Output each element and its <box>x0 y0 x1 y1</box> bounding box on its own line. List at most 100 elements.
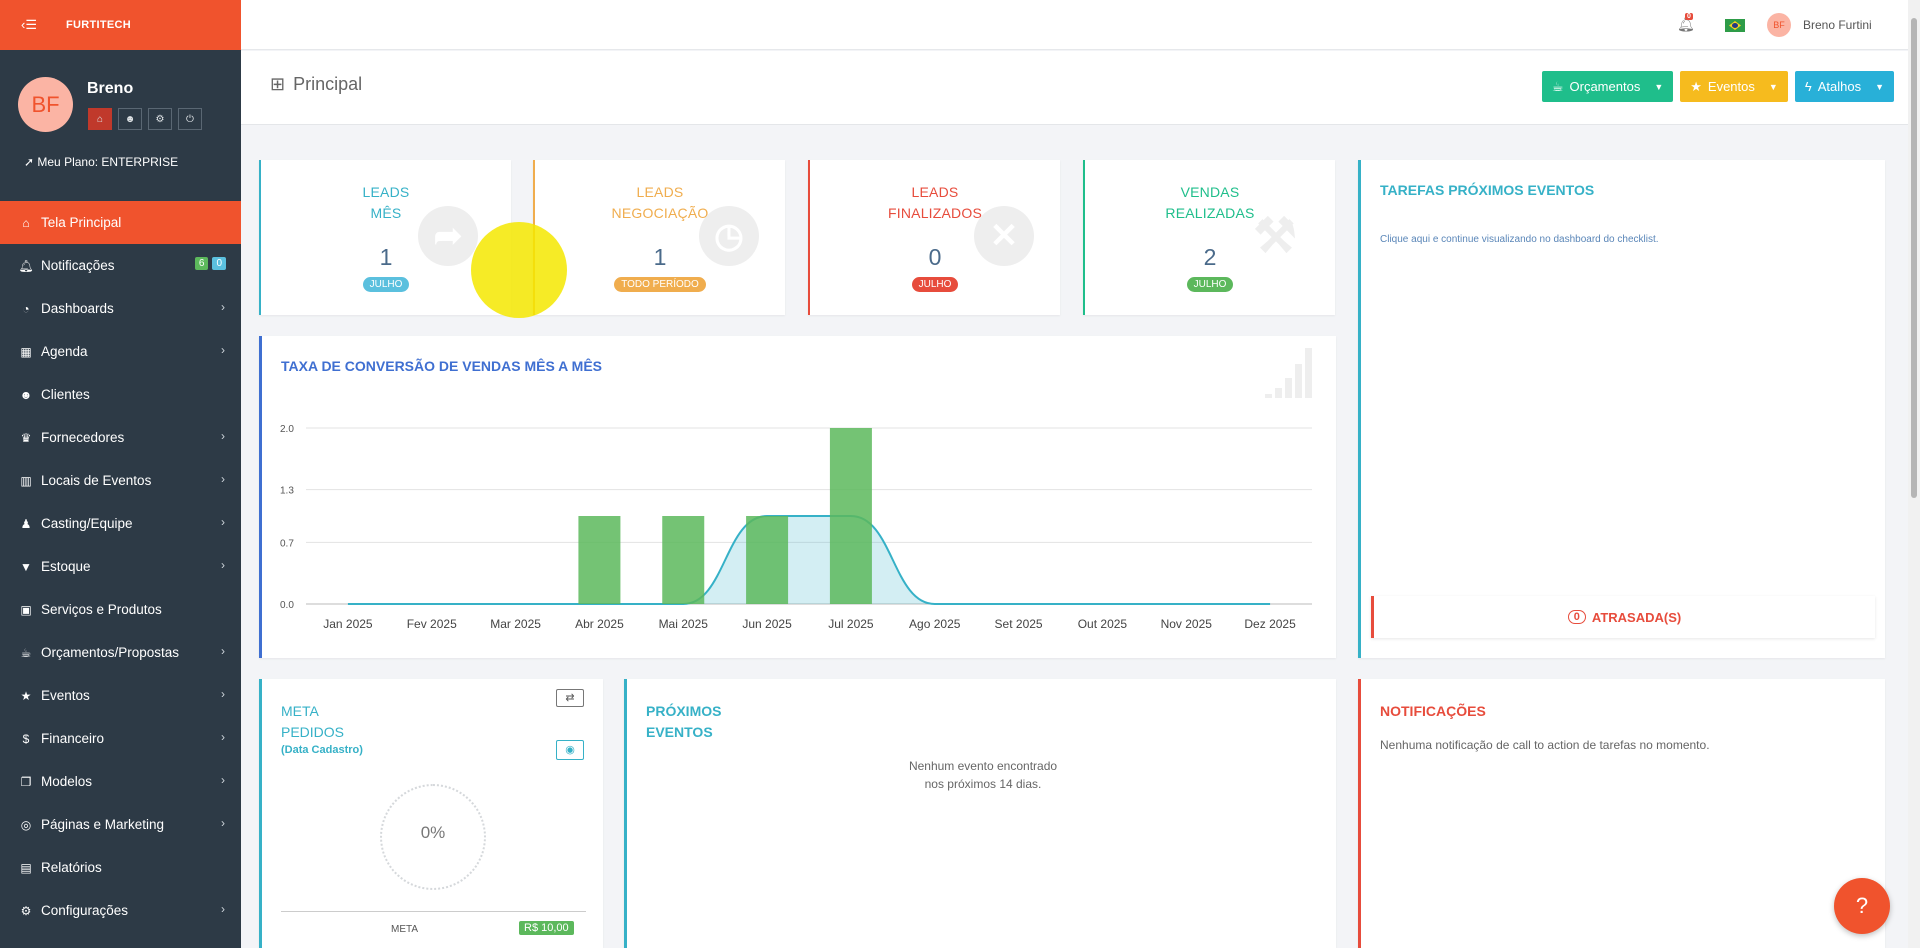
bell-icon[interactable]: 🔔︎ 0 <box>1677 13 1695 32</box>
power-icon[interactable]: ⏻ <box>178 108 202 130</box>
home-icon[interactable]: ⌂ <box>88 108 112 130</box>
late-tasks-box[interactable]: 0 ATRASADA(S) <box>1371 596 1875 638</box>
sidebar-item-label: Agenda <box>41 344 88 359</box>
sidebar-item-relat-rios[interactable]: ▤ Relatórios <box>0 846 241 889</box>
orcamentos-button[interactable]: ☕︎ Orçamentos ▼ <box>1541 71 1674 102</box>
sidebar-menu: ⌂ Tela Principal 🔔︎ Notificações 6 0 ◔ Dashboar… <box>0 201 241 932</box>
upcoming-events-card: PRÓXIMOS EVENTOS Nenhum evento encontrado… <box>624 679 1336 948</box>
sidebar-item-eventos[interactable]: ★ Eventos › <box>0 674 241 717</box>
sidebar-item-configura-es[interactable]: ⚙ Configurações › <box>0 889 241 932</box>
bolt-icon: ϟ <box>1804 79 1812 94</box>
stat-value: 1 <box>379 244 393 270</box>
swap-icon[interactable]: ⇄ <box>556 689 584 707</box>
profile-name: Breno <box>87 80 134 97</box>
caret-down-icon: ▼ <box>1654 81 1664 92</box>
x-tick-label: Out 2025 <box>1078 617 1128 631</box>
sidebar-item-label: Fornecedores <box>41 430 125 445</box>
coffee-icon: ☕︎ <box>20 645 32 660</box>
share-icon: ➦ <box>418 206 478 266</box>
bar <box>662 516 705 604</box>
stat-card-vendas-realizadas[interactable]: ⚒ VENDAS REALIZADAS 2 JULHO <box>1083 160 1335 315</box>
chevron-right-icon: › <box>221 816 225 830</box>
stat-card-leads-negociacao[interactable]: ◷ LEADS NEGOCIAÇÃO 1 TODO PERÍODO <box>533 160 785 315</box>
brand-name: FURTITECH <box>66 19 132 31</box>
sidebar-item-estoque[interactable]: ▼ Estoque › <box>0 545 241 588</box>
sidebar-item-p-ginas-e-marketing[interactable]: ◎ Páginas e Marketing › <box>0 803 241 846</box>
star-icon: ★ <box>20 688 32 703</box>
count-badge: 6 <box>194 257 209 270</box>
chevron-right-icon: › <box>221 558 225 572</box>
y-tick-label: 0.7 <box>280 538 294 549</box>
notifications-title: NOTIFICAÇÕES <box>1380 703 1486 719</box>
copy-icon: ❐ <box>20 774 32 789</box>
meta-label: META <box>391 924 419 935</box>
sidebar-item-agenda[interactable]: ▦ Agenda › <box>0 330 241 373</box>
divider <box>281 911 586 912</box>
x-tick-label: Mar 2025 <box>490 617 541 631</box>
stat-badge: JULHO <box>1186 277 1234 292</box>
sidebar-item-financeiro[interactable]: $ Financeiro › <box>0 717 241 760</box>
chart-title: TAXA DE CONVERSÃO DE VENDAS MÊS A MÊS <box>281 358 603 374</box>
sidebar-item-servi-os-e-produtos[interactable]: ▣ Serviços e Produtos <box>0 588 241 631</box>
scrollbar[interactable] <box>1908 0 1920 948</box>
x-tick-label: Jul 2025 <box>828 617 874 631</box>
help-button[interactable]: ? <box>1834 878 1890 934</box>
notifications-card: NOTIFICAÇÕES Nenhuma notificação de call… <box>1358 679 1885 948</box>
sidebar-item-locais-de-eventos[interactable]: ▥ Locais de Eventos › <box>0 459 241 502</box>
x-tick-label: Ago 2025 <box>909 617 961 631</box>
area-line <box>347 515 1271 606</box>
sidebar-item-modelos[interactable]: ❐ Modelos › <box>0 760 241 803</box>
x-tick-label: Nov 2025 <box>1161 617 1213 631</box>
meta-value: R$ 10,00 <box>519 921 574 935</box>
user-name[interactable]: Breno Furtini <box>1803 18 1872 32</box>
sidebar-item-label: Orçamentos/Propostas <box>41 645 180 660</box>
atalhos-button[interactable]: ϟ Atalhos ▼ <box>1794 71 1894 102</box>
sidebar-item-tela-principal[interactable]: ⌂ Tela Principal <box>0 201 241 244</box>
trophy-icon: ♛ <box>20 430 32 445</box>
sidebar-item-casting-equipe[interactable]: ♟ Casting/Equipe › <box>0 502 241 545</box>
x-tick-label: Jun 2025 <box>742 617 792 631</box>
checklist-link[interactable]: Clique aqui e continue visualizando no d… <box>1380 234 1659 245</box>
sidebar-item-notifica-es[interactable]: 🔔︎ Notificações 6 0 <box>0 244 241 287</box>
gear-icon[interactable]: ⚙ <box>148 108 172 130</box>
conversion-chart: 0.0 0.7 1.3 2.0 Jan 2025 Fev 2025 Mar 2025 Abr … <box>280 424 1312 631</box>
question-icon: ? <box>1855 893 1869 918</box>
y-tick-label: 2.0 <box>280 424 294 435</box>
signal-bars-icon <box>1265 346 1312 398</box>
stat-title: LEADS NEGOCIAÇÃO <box>611 184 709 221</box>
chevron-right-icon: › <box>221 515 225 529</box>
target-icon[interactable]: ◉ <box>556 740 584 760</box>
sidebar-item-clientes[interactable]: ☻ Clientes <box>0 373 241 416</box>
brand-bar: ‹☰ FURTITECH <box>0 0 241 50</box>
sidebar-item-label: Casting/Equipe <box>41 516 133 531</box>
stat-title: VENDAS REALIZADAS <box>1165 184 1255 221</box>
sidebar-item-or-amentos-propostas[interactable]: ☕︎ Orçamentos/Propostas › <box>0 631 241 674</box>
meta-title: META PEDIDOS <box>281 703 345 740</box>
user-icon[interactable]: ☻ <box>118 108 142 130</box>
eventos-button[interactable]: ★ Eventos ▼ <box>1680 71 1788 102</box>
sidebar-item-dashboards[interactable]: ◔ Dashboards › <box>0 287 241 330</box>
times-icon: ✕ <box>974 206 1034 266</box>
sidebar-item-label: Estoque <box>41 559 91 574</box>
x-tick-label: Jan 2025 <box>323 617 373 631</box>
stat-card-leads-finalizados[interactable]: ✕ LEADS FINALIZADOS 0 JULHO <box>808 160 1060 315</box>
sidebar-item-label: Relatórios <box>41 860 102 875</box>
user-avatar[interactable]: BF <box>1767 13 1791 37</box>
brazil-flag-icon[interactable] <box>1725 19 1745 32</box>
sidebar-item-label: Dashboards <box>41 301 114 316</box>
stat-badge: JULHO <box>911 277 959 292</box>
chevron-right-icon: › <box>221 300 225 314</box>
bar <box>578 516 621 604</box>
tasks-title: TAREFAS PRÓXIMOS EVENTOS <box>1380 182 1595 198</box>
sidebar-item-label: Financeiro <box>41 731 105 746</box>
chevron-right-icon: › <box>221 343 225 357</box>
chart-icon: ▤ <box>20 860 32 875</box>
avatar[interactable]: BF <box>18 77 73 132</box>
menu-toggle-icon[interactable]: ‹☰ <box>21 17 37 32</box>
stat-value: 2 <box>1203 244 1217 270</box>
plan-label[interactable]: ➚ Meu Plano: ENTERPRISE <box>24 155 179 169</box>
stat-badge: TODO PERÍODO <box>614 277 706 292</box>
stat-card-leads-mes[interactable]: ➦ LEADS MÊS 1 JULHO <box>259 160 511 315</box>
x-tick-label: Fev 2025 <box>407 617 457 631</box>
sidebar-item-fornecedores[interactable]: ♛ Fornecedores › <box>0 416 241 459</box>
